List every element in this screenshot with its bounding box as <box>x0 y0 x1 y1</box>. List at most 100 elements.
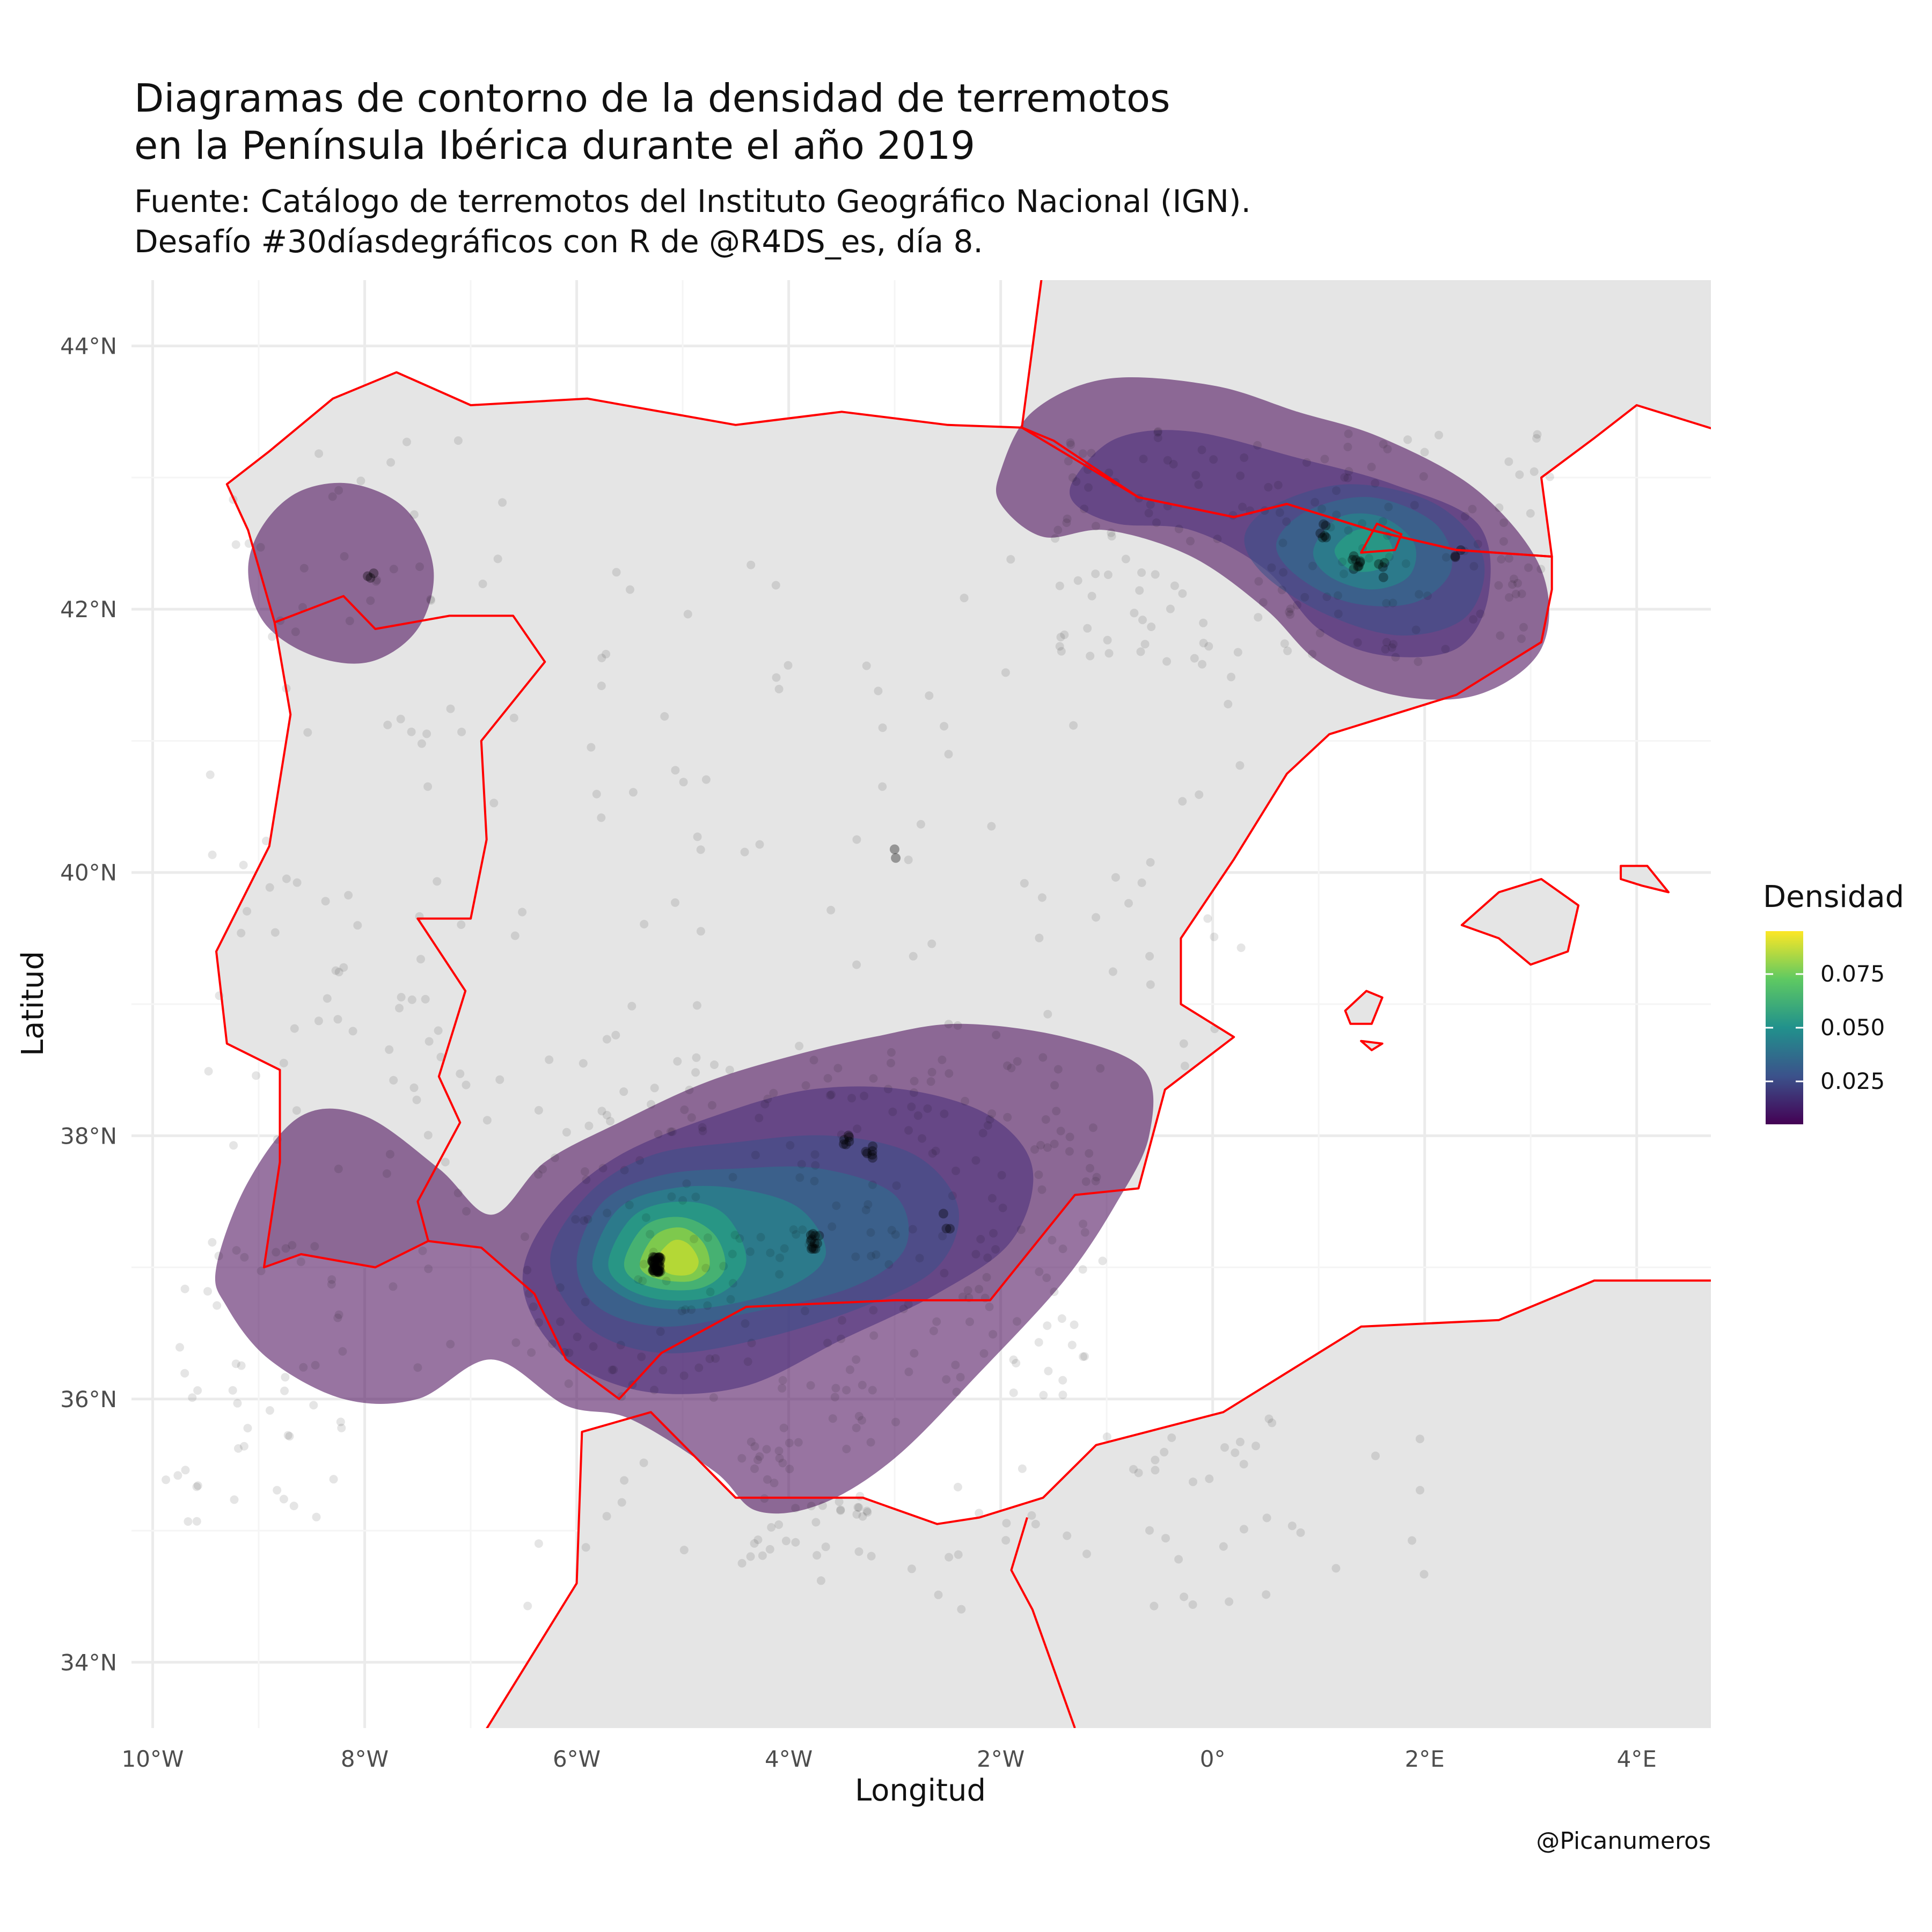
earthquake-point <box>509 713 518 722</box>
earthquake-point <box>348 1027 357 1036</box>
earthquake-point <box>1344 526 1353 535</box>
earthquake-point <box>1302 458 1311 467</box>
earthquake-point <box>340 552 349 561</box>
earthquake-point <box>951 1360 960 1370</box>
earthquake-point <box>188 1393 197 1402</box>
earthquake-point <box>489 799 499 808</box>
earthquake-point <box>867 1153 877 1163</box>
earthquake-point <box>1529 467 1539 476</box>
earthquake-point <box>1536 565 1546 574</box>
earthquake-point <box>835 1497 844 1506</box>
earthquake-point <box>1326 523 1335 532</box>
earthquake-point <box>321 897 330 906</box>
earthquake-point <box>237 1361 246 1370</box>
earthquake-point <box>173 1471 182 1480</box>
earthquake-point <box>1154 427 1162 436</box>
earthquake-point <box>314 449 324 458</box>
earthquake-point <box>1078 1265 1087 1274</box>
earthquake-point <box>353 921 362 930</box>
earthquake-point <box>707 1101 716 1110</box>
earthquake-point <box>579 1216 588 1225</box>
earthquake-point <box>1167 1433 1176 1442</box>
earthquake-point <box>579 1059 588 1068</box>
earthquake-point <box>234 1444 243 1453</box>
earthquake-point <box>703 1301 712 1310</box>
earthquake-point <box>1225 1597 1234 1606</box>
earthquake-point <box>1331 1564 1341 1573</box>
earthquake-point <box>1194 480 1203 489</box>
earthquake-point <box>1204 642 1213 651</box>
y-axis-ticks: 34°N 36°N 38°N 40°N 42°N 44°N <box>60 333 117 1676</box>
earthquake-point <box>678 1196 687 1205</box>
earthquake-point <box>423 782 433 791</box>
earthquake-point <box>619 1087 628 1096</box>
earthquake-point <box>1145 952 1154 961</box>
earthquake-point <box>1545 472 1554 481</box>
earthquake-point <box>339 963 348 972</box>
earthquake-point <box>1137 568 1146 577</box>
earthquake-point <box>323 994 332 1003</box>
earthquake-point <box>1146 858 1155 867</box>
earthquake-point <box>529 1302 538 1311</box>
earthquake-point <box>647 1100 656 1109</box>
earthquake-point <box>1138 616 1147 625</box>
earthquake-point <box>868 1180 877 1189</box>
earthquake-point <box>1082 1549 1091 1558</box>
earthquake-point <box>386 458 396 467</box>
earthquake-point <box>616 1341 625 1350</box>
earthquake-point <box>1108 967 1117 976</box>
earthquake-point <box>1319 519 1329 529</box>
earthquake-point <box>989 1330 998 1339</box>
earthquake-point <box>836 1506 845 1515</box>
earthquake-point <box>747 1437 756 1446</box>
earthquake-point <box>853 1503 862 1512</box>
earthquake-point <box>987 1109 997 1118</box>
earthquake-point <box>801 1306 809 1315</box>
earthquake-point <box>1052 1107 1061 1116</box>
earthquake-point <box>794 1438 803 1447</box>
earthquake-point <box>1450 551 1460 561</box>
earthquake-point <box>654 1268 664 1277</box>
earthquake-point <box>867 1252 876 1261</box>
earthquake-point <box>424 1264 433 1274</box>
earthquake-point <box>696 927 705 936</box>
earthquake-point <box>1371 479 1380 488</box>
earthquake-point <box>1091 1176 1100 1185</box>
earthquake-point <box>858 1416 866 1425</box>
earthquake-point <box>679 1546 689 1555</box>
earthquake-point <box>1275 508 1284 517</box>
earthquake-point <box>888 1107 897 1116</box>
density-contour-level <box>248 482 434 664</box>
earthquake-point <box>1086 652 1095 661</box>
earthquake-point <box>709 1393 718 1402</box>
earthquake-point <box>1519 623 1528 632</box>
earthquake-point <box>858 1380 867 1389</box>
spain-portugal-border <box>274 595 546 1242</box>
earthquake-point <box>1104 649 1114 658</box>
earthquake-point <box>273 1485 282 1495</box>
earthquake-point <box>1332 486 1341 495</box>
earthquake-point <box>383 720 392 729</box>
earthquake-point <box>1057 1314 1066 1323</box>
earthquake-point <box>1278 538 1287 547</box>
earthquake-point <box>1169 459 1178 469</box>
earthquake-point <box>333 1015 342 1024</box>
earthquake-point <box>918 1134 926 1143</box>
earthquake-point <box>838 1316 846 1325</box>
earthquake-point <box>681 1305 690 1314</box>
earthquake-point <box>992 1030 1001 1040</box>
earthquake-point <box>1508 580 1517 589</box>
earthquake-point <box>807 1502 816 1511</box>
earthquake-point <box>1384 502 1393 511</box>
earthquake-point <box>649 1260 660 1270</box>
earthquake-point <box>1069 721 1078 730</box>
earthquake-point <box>756 1233 765 1242</box>
earthquake-point <box>402 437 411 447</box>
earthquake-point <box>827 1090 836 1099</box>
earthquake-point <box>1253 441 1262 450</box>
earthquake-point <box>953 1483 962 1491</box>
country-borders <box>215 280 1711 1728</box>
earthquake-point <box>1003 1113 1012 1122</box>
earthquake-point <box>998 1203 1007 1212</box>
earthquake-point <box>407 727 416 736</box>
